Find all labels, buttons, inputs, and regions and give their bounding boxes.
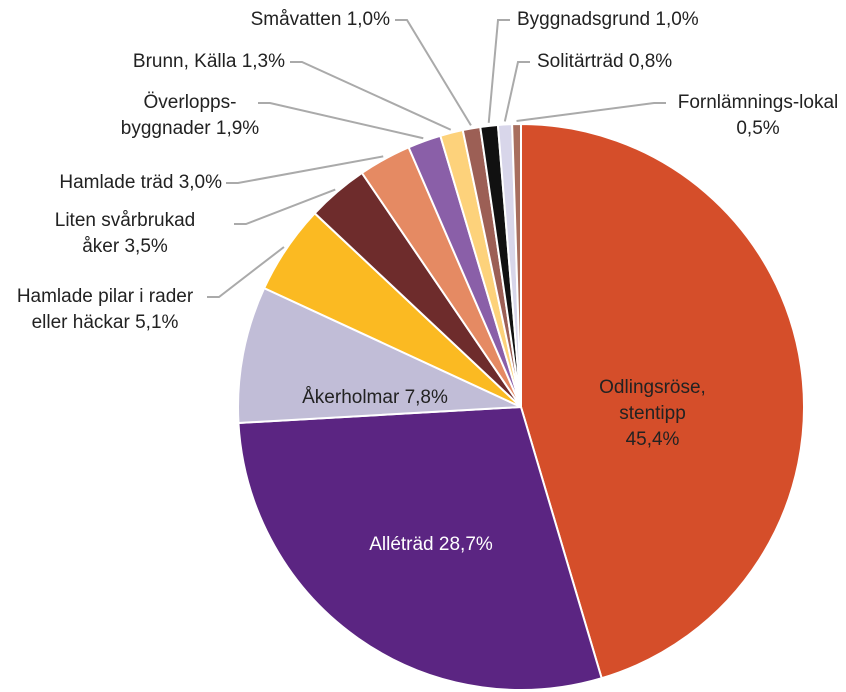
category-name: Brunn, Källa	[132, 51, 237, 72]
value-label: 1,9%	[215, 118, 260, 139]
leader-line	[395, 19, 472, 126]
slice-label: Alléträd 28,7%	[331, 532, 531, 558]
category-name: Åkerholmar	[302, 387, 400, 408]
leader-line	[226, 155, 384, 184]
slice-label: Solitärträd 0,8%	[537, 49, 787, 75]
value-label: 1,0%	[346, 9, 390, 30]
category-name: Odlingsröse, stentipp	[599, 377, 706, 424]
leader-line	[516, 102, 666, 123]
leader-line	[258, 102, 424, 140]
leader-line	[487, 19, 510, 123]
category-name: Solitärträd	[537, 51, 624, 72]
value-label: 0,5%	[736, 118, 780, 139]
slice-label: Småvatten 1,0%	[0, 7, 390, 33]
value-label: 28,7%	[438, 534, 493, 555]
category-name: Hamlade träd	[59, 172, 174, 193]
value-label: 45,4%	[625, 429, 680, 450]
leader-line	[503, 61, 530, 122]
value-label: 1,0%	[655, 9, 699, 30]
leader-line	[234, 188, 336, 225]
slice-label: Brunn, Källa 1,3%	[0, 49, 285, 75]
slice-label: Odlingsröse, stentipp 45,4%	[590, 375, 715, 453]
category-name: Fornlämnings-lokal	[677, 92, 839, 113]
value-label: 3,0%	[178, 172, 222, 193]
slice-label: Liten svårbrukad åker 3,5%	[40, 208, 210, 260]
leader-line	[207, 246, 285, 298]
pie-slice	[237, 405, 603, 691]
slice-label: Åkerholmar 7,8%	[290, 385, 460, 411]
category-name: Överlopps-byggnader	[120, 92, 237, 139]
pie-slice	[237, 286, 522, 425]
slice-label: Hamlade träd 3,0%	[0, 170, 222, 196]
pie-slice	[520, 122, 805, 680]
slice-label: Hamlade pilar i rader eller häckar 5,1%	[15, 284, 195, 336]
category-name: Småvatten	[250, 9, 342, 30]
slice-label: Byggnadsgrund 1,0%	[517, 7, 817, 33]
slice-label: Överlopps-byggnader 1,9%	[100, 90, 280, 142]
leader-line	[290, 61, 452, 131]
category-name: Hamlade pilar i rader eller häckar	[16, 286, 194, 333]
pie-slice	[511, 122, 522, 408]
value-label: 0,8%	[628, 51, 673, 72]
category-name: Liten svårbrukad åker	[54, 210, 196, 257]
slice-label: Fornlämnings-lokal 0,5%	[670, 90, 846, 142]
value-label: 7,8%	[404, 387, 448, 408]
category-name: Byggnadsgrund	[517, 9, 651, 30]
value-label: 3,5%	[124, 236, 168, 257]
value-label: 1,3%	[241, 51, 285, 72]
category-name: Alléträd	[369, 534, 434, 555]
value-label: 5,1%	[135, 312, 179, 333]
